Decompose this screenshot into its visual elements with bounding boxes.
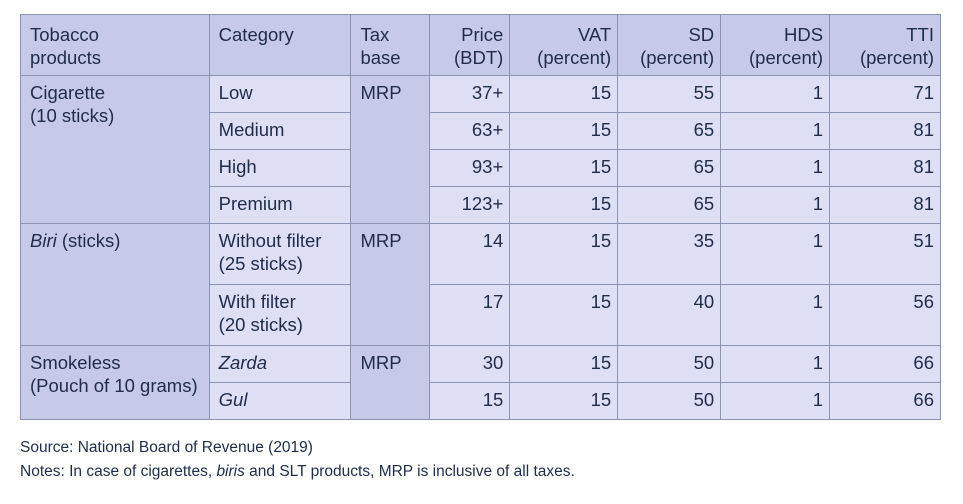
price-cell: 123+ (429, 186, 511, 224)
source-note: Source: National Board of Revenue (2019) (20, 439, 313, 456)
table-row: Gul 15 15 50 1 66 (21, 382, 941, 420)
table-row: Smokeless (Pouch of 10 grams) Zarda MRP … (20, 345, 941, 420)
sd-cell: 50 (617, 345, 722, 383)
header-tax-base: Tax base (350, 14, 431, 76)
category-cell: Medium (208, 112, 352, 150)
vat-cell: 15 (509, 75, 619, 113)
category-cell: With filter (20 sticks) (208, 284, 352, 346)
vat-cell: 15 (509, 382, 619, 420)
header-sd: SD (percent) (617, 14, 722, 76)
tobacco-tax-table: Tobacco products Category Tax base Price… (20, 14, 941, 420)
table-row: With filter (20 sticks) 17 15 40 1 56 (21, 284, 941, 346)
header-products: Tobacco products (20, 14, 210, 76)
sd-cell: 65 (617, 186, 722, 224)
sd-cell: 40 (617, 284, 722, 346)
hds-cell: 1 (720, 112, 831, 150)
tti-cell: 51 (829, 223, 941, 285)
header-price: Price (BDT) (429, 14, 511, 76)
tax-base-cell: MRP (350, 75, 431, 224)
tti-cell: 66 (829, 345, 941, 383)
price-cell: 14 (429, 223, 511, 285)
header-tti: TTI (percent) (829, 14, 941, 76)
hds-cell: 1 (720, 223, 831, 285)
category-cell: Zarda (208, 345, 352, 383)
product-cigarette: Cigarette (10 sticks) (20, 75, 210, 224)
sd-cell: 65 (617, 112, 722, 150)
vat-cell: 15 (509, 186, 619, 224)
header-vat: VAT (percent) (509, 14, 619, 76)
vat-cell: 15 (509, 149, 619, 187)
sd-cell: 55 (617, 75, 722, 113)
category-cell: Gul (208, 382, 352, 420)
tax-base-cell: MRP (350, 223, 431, 346)
tti-cell: 71 (829, 75, 941, 113)
header-hds: HDS (percent) (720, 14, 831, 76)
price-cell: 63+ (429, 112, 511, 150)
vat-cell: 15 (509, 223, 619, 285)
product-smokeless: Smokeless (Pouch of 10 grams) (20, 345, 210, 420)
vat-cell: 15 (509, 284, 619, 346)
price-cell: 93+ (429, 149, 511, 187)
hds-cell: 1 (720, 75, 831, 113)
category-cell: Premium (208, 186, 352, 224)
product-biri: Biri (sticks) (20, 223, 210, 346)
table-row: Cigarette (10 sticks) Low MRP 37+ 15 55 … (20, 75, 941, 224)
category-cell: Low (208, 75, 352, 113)
price-cell: 37+ (429, 75, 511, 113)
header-row: Tobacco products Category Tax base Price… (20, 14, 941, 76)
tti-cell: 56 (829, 284, 941, 346)
sd-cell: 65 (617, 149, 722, 187)
sd-cell: 35 (617, 223, 722, 285)
category-cell: Without filter (25 sticks) (208, 223, 352, 285)
hds-cell: 1 (720, 382, 831, 420)
hds-cell: 1 (720, 284, 831, 346)
price-cell: 30 (429, 345, 511, 383)
hds-cell: 1 (720, 149, 831, 187)
sd-cell: 50 (617, 382, 722, 420)
table-row: Medium 63+ 15 65 1 81 (21, 112, 941, 150)
hds-cell: 1 (720, 186, 831, 224)
vat-cell: 15 (509, 345, 619, 383)
tti-cell: 81 (829, 186, 941, 224)
header-category: Category (208, 14, 352, 76)
tti-cell: 81 (829, 112, 941, 150)
notes-line: Notes: In case of cigarettes, biris and … (20, 463, 575, 480)
table-footnotes: Source: National Board of Revenue (2019)… (20, 436, 575, 484)
table-row: Premium 123+ 15 65 1 81 (21, 186, 941, 224)
price-cell: 15 (429, 382, 511, 420)
tti-cell: 66 (829, 382, 941, 420)
table-row: Biri (sticks) Without filter (25 sticks)… (20, 223, 941, 346)
vat-cell: 15 (509, 112, 619, 150)
tti-cell: 81 (829, 149, 941, 187)
price-cell: 17 (429, 284, 511, 346)
tax-base-cell: MRP (350, 345, 431, 420)
hds-cell: 1 (720, 345, 831, 383)
category-cell: High (208, 149, 352, 187)
